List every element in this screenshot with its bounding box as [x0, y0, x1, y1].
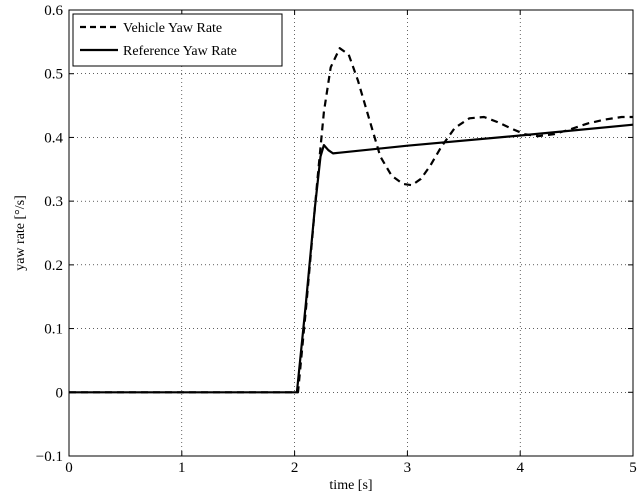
- x-axis-label: time [s]: [329, 478, 372, 493]
- legend: Vehicle Yaw Rate Reference Yaw Rate: [72, 13, 283, 67]
- y-tick-label: 0.3: [44, 194, 63, 210]
- x-tick-label: 3: [404, 460, 412, 476]
- plot-series: [69, 47, 634, 394]
- plot-frame: [68, 9, 634, 457]
- y-tick-label: 0.1: [44, 322, 63, 338]
- grid: [69, 10, 633, 456]
- legend-box: [72, 13, 283, 67]
- y-tick-label: −0.1: [36, 449, 63, 465]
- y-tick-label: 0.6: [44, 3, 63, 19]
- y-tick-label: 0.5: [44, 67, 63, 83]
- y-tick-label: 0.4: [44, 130, 63, 146]
- x-tick-label: 2: [291, 460, 299, 476]
- series-line-1: [69, 123, 634, 394]
- x-tick-label: 1: [178, 460, 186, 476]
- legend-label-vehicle-yaw-rate: Vehicle Yaw Rate: [123, 21, 222, 36]
- y-tick-label: 0: [56, 385, 64, 401]
- series-line-0: [69, 47, 633, 394]
- x-tick-label: 0: [65, 460, 73, 476]
- axis-ticks: 0 1 2 3 4 5−0.100.10.20.30.40.50.6: [36, 3, 637, 476]
- x-tick-label: 4: [516, 460, 524, 476]
- y-axis-label: yaw rate [°/s]: [13, 195, 28, 271]
- y-tick-label: 0.2: [44, 258, 63, 274]
- x-tick-label: 5: [629, 460, 637, 476]
- legend-label-reference-yaw-rate: Reference Yaw Rate: [123, 44, 237, 59]
